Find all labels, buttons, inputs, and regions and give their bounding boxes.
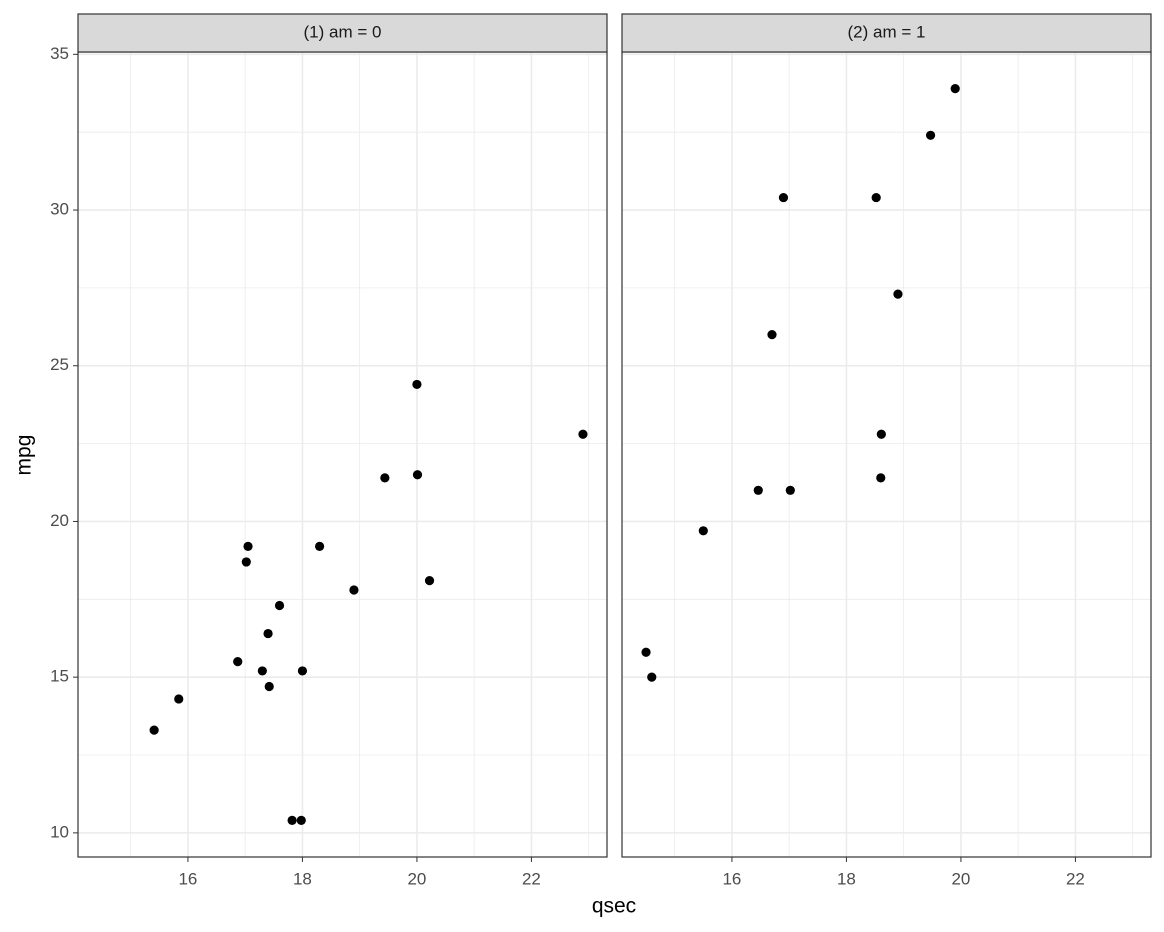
point [876, 429, 886, 439]
point [287, 815, 297, 826]
point [950, 83, 960, 94]
y-tick-label: 25 [50, 355, 69, 374]
y-tick-label: 10 [50, 822, 69, 841]
x-tick-label: 16 [722, 869, 741, 888]
x-tick-label: 18 [837, 869, 856, 888]
strip [621, 13, 1152, 53]
point [424, 576, 435, 586]
y-tick-label: 15 [50, 667, 69, 686]
point [380, 473, 390, 483]
point [647, 672, 657, 682]
point [149, 725, 159, 735]
point [753, 485, 763, 495]
strip-label: (2) am = 1 [848, 22, 926, 41]
point [263, 628, 273, 639]
x-tick-label: 22 [1066, 869, 1085, 888]
point [876, 473, 886, 483]
x-tick-label: 18 [293, 869, 312, 888]
point [698, 526, 708, 536]
x-axis-title: qsec [592, 895, 636, 918]
point [264, 681, 274, 692]
point [274, 600, 285, 611]
point [767, 330, 777, 340]
point [778, 192, 789, 203]
point [243, 541, 253, 551]
panel-background [78, 52, 607, 857]
point [785, 485, 795, 495]
point [641, 647, 651, 657]
strip [77, 13, 608, 53]
point [296, 815, 306, 826]
x-tick-label: 16 [178, 869, 197, 888]
y-tick-label: 35 [50, 44, 69, 63]
y-tick-label: 30 [50, 200, 69, 219]
x-tick-label: 20 [407, 869, 426, 888]
point [241, 557, 251, 567]
point [871, 192, 881, 203]
y-tick-label: 20 [50, 511, 69, 530]
point [233, 656, 243, 667]
x-tick-label: 20 [951, 869, 970, 888]
point [314, 541, 325, 551]
point [349, 585, 359, 595]
point [412, 379, 422, 390]
point [893, 289, 903, 299]
point [297, 666, 308, 676]
y-axis-title: mpg [13, 435, 36, 476]
strip-label: (1) am = 0 [304, 22, 382, 41]
panel-background [622, 52, 1151, 857]
point [412, 470, 423, 480]
point [257, 666, 267, 676]
point [174, 694, 184, 704]
point [925, 130, 936, 140]
x-tick-label: 22 [522, 869, 541, 888]
point [578, 429, 588, 439]
